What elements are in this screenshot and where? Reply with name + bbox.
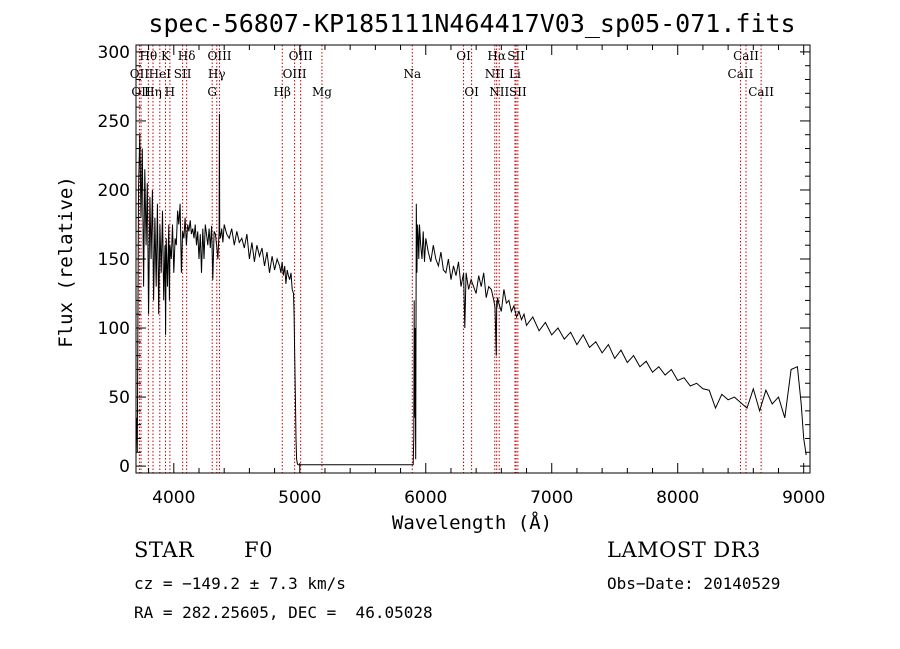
emission-line-label: OIII [289, 49, 313, 63]
object-class: STAR [134, 538, 195, 562]
emission-line-label: Hα [487, 49, 506, 63]
y-tick-label: 150 [98, 250, 130, 270]
emission-line-label: CaII [728, 67, 754, 81]
emission-line-label: NII [485, 67, 505, 81]
x-tick-label: 9000 [782, 488, 825, 508]
emission-line-label: Hη [144, 85, 162, 99]
emission-line-label: SII [509, 85, 527, 99]
spectrum-line [135, 113, 807, 466]
emission-line-label: OII [130, 67, 150, 81]
x-tick-label: 7000 [530, 488, 573, 508]
x-tick-label: 8000 [656, 488, 699, 508]
emission-line-label: NII [489, 85, 509, 99]
emission-line-label: CaII [748, 85, 774, 99]
spectrum-chart: spec-56807-KP185111N464417V03_sp05-071.f… [55, 9, 825, 534]
emission-line-label: Na [403, 67, 421, 81]
y-tick-label: 100 [98, 319, 130, 339]
emission-line-label: OIII [283, 67, 307, 81]
object-subclass: F0 [244, 538, 273, 562]
redshift-cz: cz = −149.2 ± 7.3 km/s [134, 574, 346, 593]
emission-line-label: K [161, 49, 171, 63]
ra-dec: RA = 282.25605, DEC = 46.05028 [134, 603, 433, 622]
y-tick-label: 0 [119, 457, 130, 477]
chart-title: spec-56807-KP185111N464417V03_sp05-071.f… [148, 9, 795, 38]
emission-line-label: SII [507, 49, 525, 63]
x-tick-label: 4000 [152, 488, 195, 508]
x-tick-label: 5000 [278, 488, 321, 508]
y-axis: 0 50 100 150 200 250 300 [98, 43, 810, 477]
emission-line-label: H [165, 85, 175, 99]
x-tick-label: 6000 [404, 488, 447, 508]
emission-line-label: G [207, 85, 217, 99]
y-tick-label: 50 [108, 388, 130, 408]
y-tick-label: 300 [98, 43, 130, 63]
emission-line-label: OIII [207, 49, 231, 63]
y-axis-label: Flux (relative) [55, 176, 77, 348]
emission-line-label: HeI [149, 67, 172, 81]
y-tick-label: 200 [98, 181, 130, 201]
obs-date: Obs−Date: 20140529 [607, 574, 781, 593]
emission-line-label: SII [174, 67, 192, 81]
x-axis-label: Wavelength (Å) [392, 511, 552, 534]
emission-line-label: Hδ [178, 49, 196, 63]
emission-line-label: OI [464, 85, 479, 99]
emission-line-label: OI [456, 49, 471, 63]
emission-line-label: Li [509, 67, 521, 81]
emission-line-label: Hθ [139, 49, 157, 63]
y-tick-label: 250 [98, 112, 130, 132]
plot-frame [135, 44, 811, 474]
emission-line-label: Hγ [208, 67, 226, 81]
emission-line-label: Mg [312, 85, 332, 99]
survey-name: LAMOST DR3 [607, 538, 761, 562]
emission-line-label: CaII [733, 49, 759, 63]
x-axis: 4000 5000 6000 7000 8000 9000 [148, 45, 825, 508]
emission-line-markers [138, 45, 762, 473]
emission-line-label: Hβ [274, 85, 291, 99]
